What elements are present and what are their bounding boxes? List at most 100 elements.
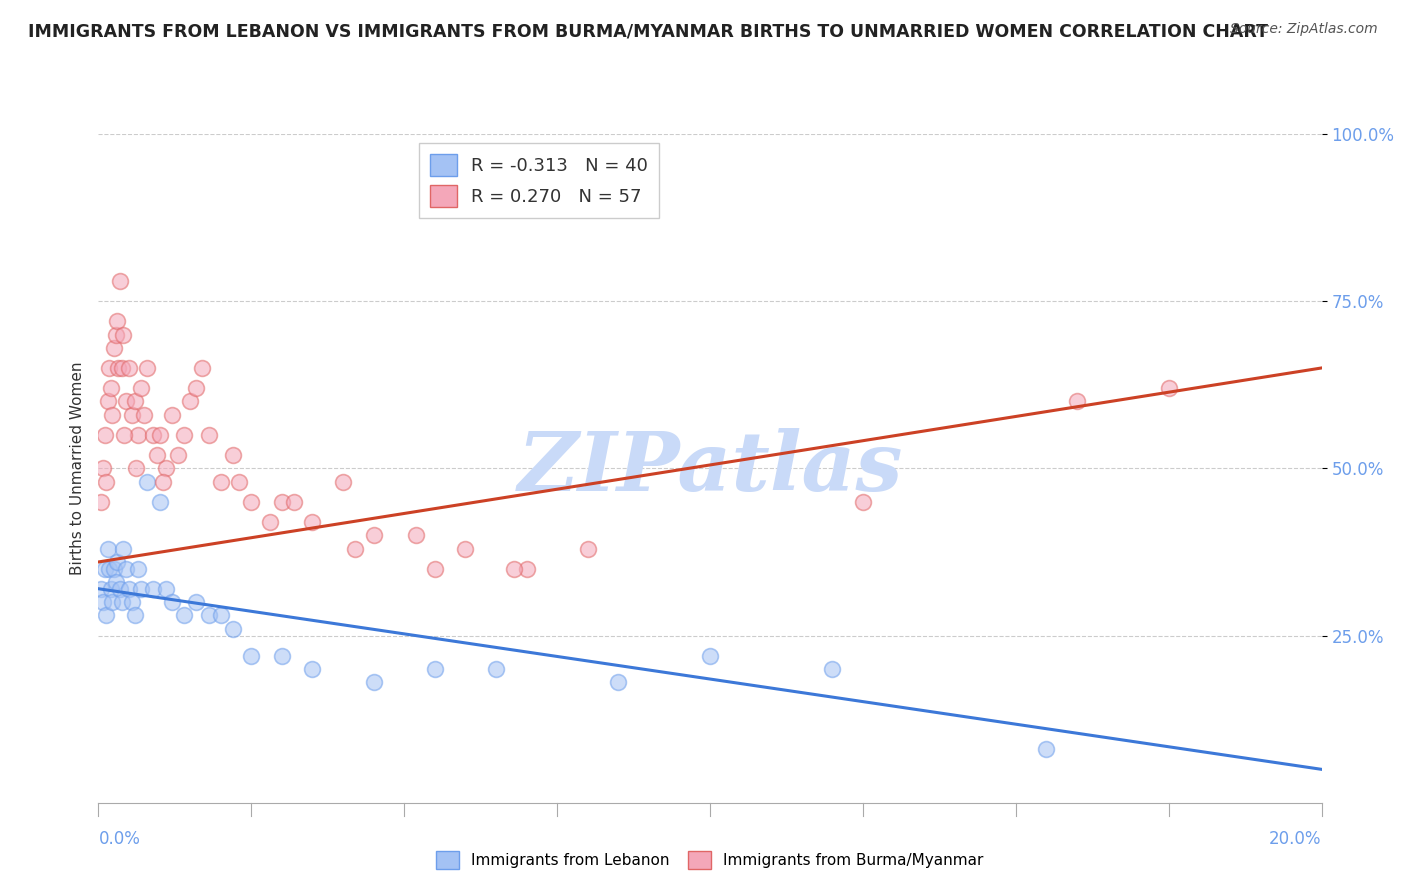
Point <box>503 562 526 576</box>
Point <box>108 582 131 596</box>
Point <box>97 541 120 556</box>
Point <box>111 327 134 342</box>
Point <box>142 582 165 596</box>
Point <box>91 595 114 609</box>
Point <box>107 361 129 376</box>
Point <box>363 528 385 542</box>
Point <box>179 394 201 409</box>
Point <box>98 361 121 376</box>
Point <box>98 562 121 576</box>
Text: 20.0%: 20.0% <box>1270 830 1322 847</box>
Point <box>90 582 112 596</box>
Text: IMMIGRANTS FROM LEBANON VS IMMIGRANTS FROM BURMA/MYANMAR BIRTHS TO UNMARRIED WOM: IMMIGRANTS FROM LEBANON VS IMMIGRANTS FR… <box>28 22 1268 40</box>
Point <box>270 648 294 663</box>
Y-axis label: Births to Unmarried Women: Births to Unmarried Women <box>69 361 84 575</box>
Point <box>423 662 446 676</box>
Point <box>112 428 135 442</box>
Point <box>209 475 232 489</box>
Point <box>104 327 127 342</box>
Point <box>91 461 114 475</box>
Legend: Immigrants from Lebanon, Immigrants from Burma/Myanmar: Immigrants from Lebanon, Immigrants from… <box>430 845 990 875</box>
Point <box>186 381 208 395</box>
Point <box>821 662 844 676</box>
Point <box>100 381 122 395</box>
Point <box>149 428 172 442</box>
Point <box>607 675 630 690</box>
Point <box>160 595 183 609</box>
Point <box>100 582 122 596</box>
Point <box>240 648 263 663</box>
Point <box>129 381 152 395</box>
Point <box>1066 394 1088 409</box>
Point <box>160 408 183 422</box>
Point <box>93 562 115 576</box>
Point <box>108 274 131 288</box>
Point <box>103 341 125 355</box>
Point <box>90 494 112 508</box>
Point <box>121 595 143 609</box>
Point <box>124 394 146 409</box>
Point <box>301 662 323 676</box>
Point <box>155 461 177 475</box>
Text: 0.0%: 0.0% <box>98 830 141 847</box>
Point <box>197 608 219 623</box>
Point <box>173 428 195 442</box>
Point <box>145 448 167 462</box>
Point <box>142 428 165 442</box>
Point <box>94 475 117 489</box>
Point <box>173 608 195 623</box>
Point <box>283 494 305 508</box>
Point <box>115 562 138 576</box>
Point <box>222 622 245 636</box>
Point <box>127 562 149 576</box>
Point <box>576 541 599 556</box>
Point <box>104 575 127 590</box>
Point <box>152 475 174 489</box>
Point <box>136 475 159 489</box>
Point <box>186 595 208 609</box>
Point <box>485 662 508 676</box>
Point <box>852 494 875 508</box>
Point <box>115 394 138 409</box>
Point <box>454 541 477 556</box>
Point <box>228 475 250 489</box>
Point <box>101 595 124 609</box>
Point <box>516 562 538 576</box>
Point <box>197 428 219 442</box>
Point <box>699 648 721 663</box>
Point <box>270 494 294 508</box>
Point <box>103 562 125 576</box>
Point <box>344 541 367 556</box>
Point <box>191 361 214 376</box>
Point <box>149 494 172 508</box>
Point <box>125 461 148 475</box>
Point <box>155 582 177 596</box>
Point <box>405 528 427 542</box>
Point <box>97 394 120 409</box>
Point <box>93 428 115 442</box>
Point <box>167 448 190 462</box>
Text: Source: ZipAtlas.com: Source: ZipAtlas.com <box>1230 22 1378 37</box>
Point <box>301 515 323 529</box>
Point <box>363 675 385 690</box>
Point <box>136 361 159 376</box>
Point <box>101 408 124 422</box>
Point <box>259 515 281 529</box>
Point <box>118 361 141 376</box>
Point <box>209 608 232 623</box>
Point <box>111 541 134 556</box>
Point <box>240 494 263 508</box>
Point <box>127 428 149 442</box>
Text: ZIPatlas: ZIPatlas <box>517 428 903 508</box>
Point <box>1157 381 1180 395</box>
Point <box>111 361 134 376</box>
Point <box>124 608 146 623</box>
Point <box>105 555 128 569</box>
Point <box>1035 742 1057 756</box>
Point <box>129 582 152 596</box>
Point <box>332 475 354 489</box>
Point <box>134 408 156 422</box>
Point <box>423 562 446 576</box>
Point <box>111 595 134 609</box>
Point <box>118 582 141 596</box>
